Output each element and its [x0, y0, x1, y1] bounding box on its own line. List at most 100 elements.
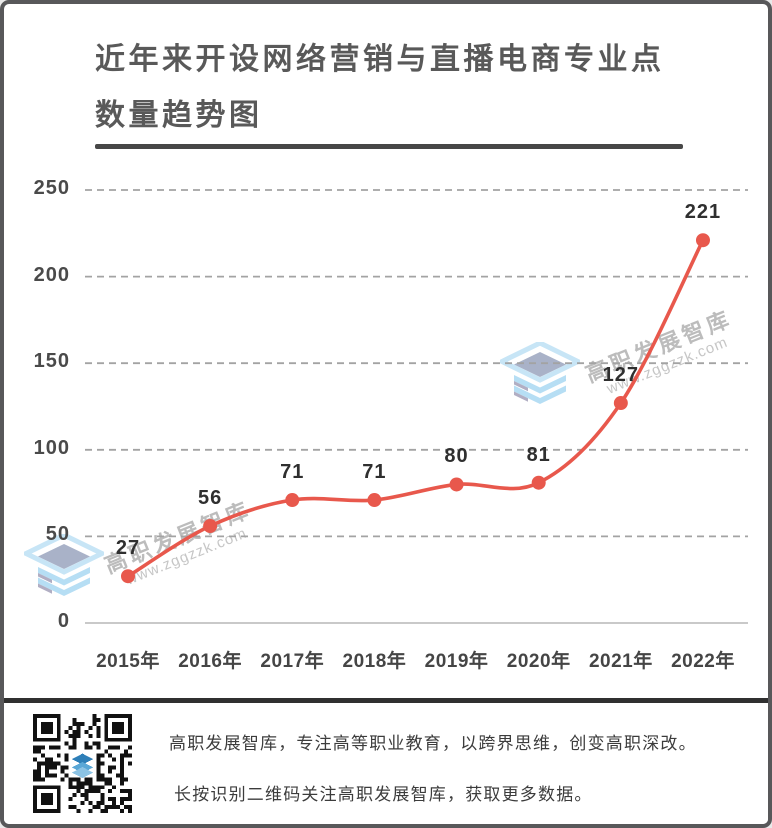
qr-module [108, 797, 113, 802]
qr-module [76, 809, 81, 813]
qr-module [64, 729, 69, 734]
qr-module [72, 741, 77, 746]
qr-module [88, 785, 93, 790]
qr-code[interactable] [33, 714, 132, 813]
qr-module [112, 785, 117, 790]
qr-module [96, 805, 101, 810]
qr-module [112, 805, 117, 810]
qr-module [108, 781, 113, 786]
qr-module [60, 777, 65, 782]
qr-module [44, 761, 49, 766]
qr-module [48, 761, 53, 766]
qr-module [120, 761, 125, 766]
qr-module [92, 714, 97, 718]
data-point-2022 [695, 233, 710, 248]
qr-module [116, 745, 121, 750]
qr-module [128, 753, 132, 758]
qr-module [36, 777, 41, 782]
data-label-2022: 221 [684, 201, 722, 224]
y-axis-tick-150: 150 [33, 350, 70, 373]
qr-module [33, 749, 37, 754]
qr-module [76, 733, 81, 738]
qr-module [96, 765, 101, 770]
qr-module [84, 745, 89, 750]
qr-module [112, 765, 117, 770]
qr-module [68, 733, 73, 738]
footer: 高职发展智库，专注高等职业教育，以跨界思维，创变高职深改。 长按识别二维码关注高… [4, 703, 768, 824]
qr-module [84, 777, 89, 782]
qr-module [92, 721, 97, 726]
footer-cta: 长按识别二维码关注高职发展智库，获取更多数据。 [174, 785, 593, 804]
qr-module [100, 773, 105, 778]
qr-module [96, 741, 101, 746]
x-axis-tick-2019: 2019年 [424, 651, 489, 672]
qr-module [72, 733, 77, 738]
qr-module [108, 753, 113, 758]
qr-module [120, 765, 125, 770]
qr-module [120, 753, 125, 758]
qr-module [44, 773, 49, 778]
qr-module [48, 765, 53, 770]
qr-module [112, 721, 125, 734]
data-point-2021 [613, 396, 628, 411]
qr-module [124, 777, 129, 782]
qr-module [120, 789, 125, 794]
qr-module [36, 749, 41, 754]
qr-module [64, 757, 69, 762]
qr-module [36, 773, 41, 778]
qr-module [88, 809, 93, 813]
qr-module [112, 801, 117, 806]
qr-module [80, 793, 85, 798]
chart-title-line1: 近年来开设网络营销与直播电商专业点 [95, 43, 665, 76]
qr-module [40, 745, 45, 750]
qr-module [44, 769, 49, 774]
qr-module [68, 785, 73, 790]
qr-module [100, 785, 105, 790]
qr-module [124, 805, 129, 810]
x-axis-tick-2020: 2020年 [506, 651, 571, 672]
qr-module [124, 753, 129, 758]
qr-module [96, 761, 101, 766]
qr-module [80, 781, 85, 786]
qr-module [112, 745, 117, 750]
qr-module [40, 777, 45, 782]
qr-module [96, 789, 101, 794]
data-point-2018 [367, 493, 382, 508]
qr-module [120, 797, 125, 802]
x-axis-tick-2016: 2016年 [178, 651, 243, 672]
qr-module [84, 781, 89, 786]
qr-module [48, 773, 53, 778]
qr-module [108, 765, 113, 770]
qr-module [104, 777, 109, 782]
qr-module [100, 777, 105, 782]
qr-module [76, 789, 81, 794]
qr-module [88, 745, 93, 750]
qr-module [104, 809, 109, 813]
qr-module [72, 785, 77, 790]
qr-module [96, 733, 101, 738]
qr-module [100, 797, 105, 802]
qr-module [88, 733, 93, 738]
qr-module [96, 729, 101, 734]
qr-module [104, 781, 109, 786]
qr-module [33, 769, 37, 774]
footer-divider [4, 698, 768, 703]
qr-module [100, 761, 105, 766]
qr-module [40, 721, 53, 734]
qr-module [84, 789, 89, 794]
qr-module [68, 725, 73, 730]
qr-module [128, 797, 132, 802]
brand-logo-watermark-middle [500, 342, 580, 408]
qr-module [76, 725, 81, 730]
qr-module [104, 805, 109, 810]
y-axis-tick-50: 50 [45, 523, 70, 546]
qr-module [72, 777, 77, 782]
qr-module [92, 741, 97, 746]
qr-module [52, 745, 57, 750]
qr-module [52, 761, 57, 766]
qr-module [40, 753, 45, 758]
qr-module [124, 789, 129, 794]
qr-module [128, 793, 132, 798]
qr-module [112, 797, 117, 802]
qr-module [72, 717, 77, 722]
